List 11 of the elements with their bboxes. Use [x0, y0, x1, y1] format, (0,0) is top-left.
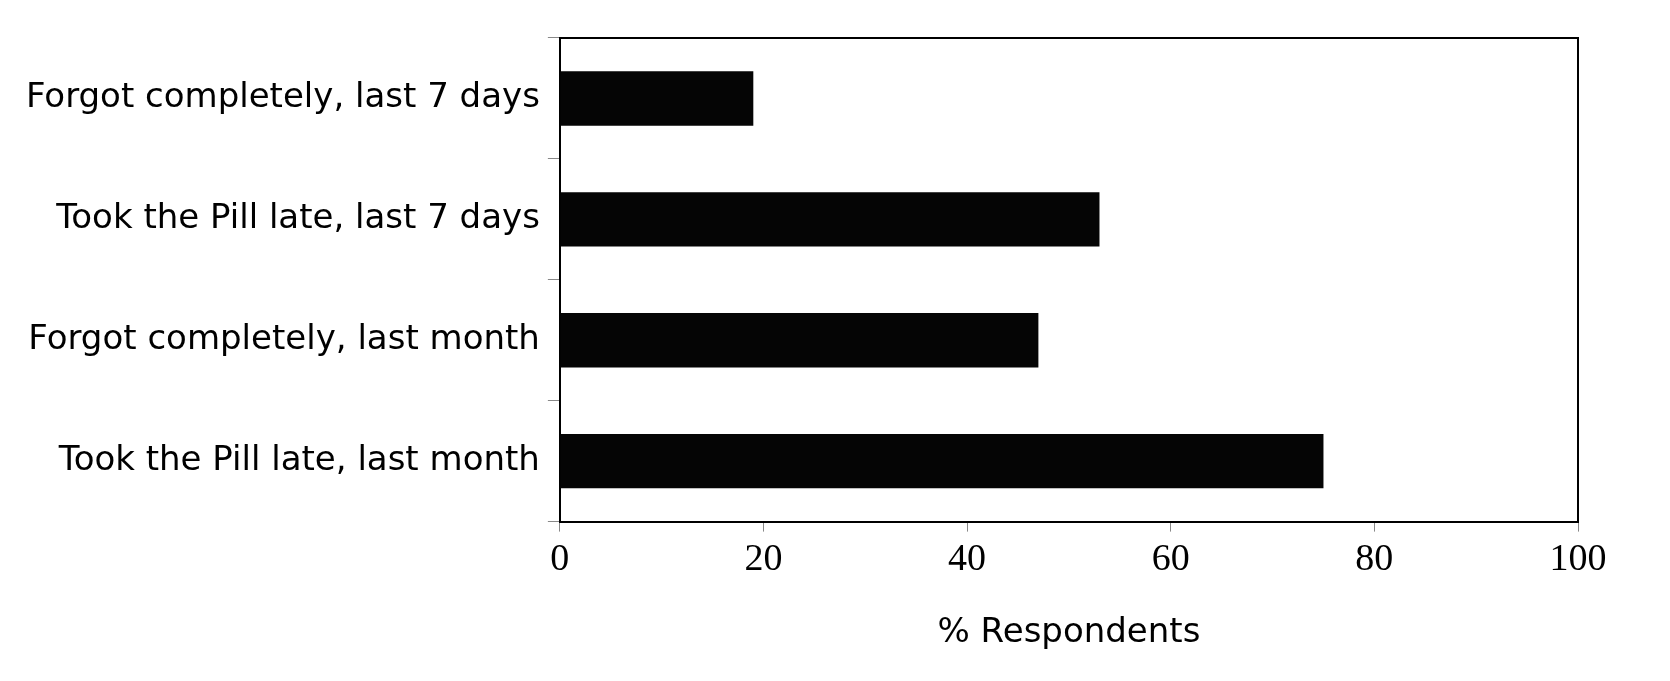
- x-tick-label: 20: [744, 536, 783, 579]
- y-tick-label: Forgot completely, last 7 days: [25, 75, 540, 116]
- x-tick-label: 0: [550, 536, 570, 579]
- y-tick-label: Took the Pill late, last 7 days: [55, 196, 540, 237]
- x-tick-label: 80: [1355, 536, 1394, 579]
- x-tick-label: 100: [1549, 536, 1607, 579]
- x-tick-label: 40: [948, 536, 987, 579]
- y-tick-label: Forgot completely, last month: [28, 317, 540, 358]
- x-tick-label: 60: [1151, 536, 1190, 579]
- x-axis-title: % Respondents: [937, 610, 1201, 651]
- y-tick-label: Took the Pill late, last month: [57, 437, 540, 478]
